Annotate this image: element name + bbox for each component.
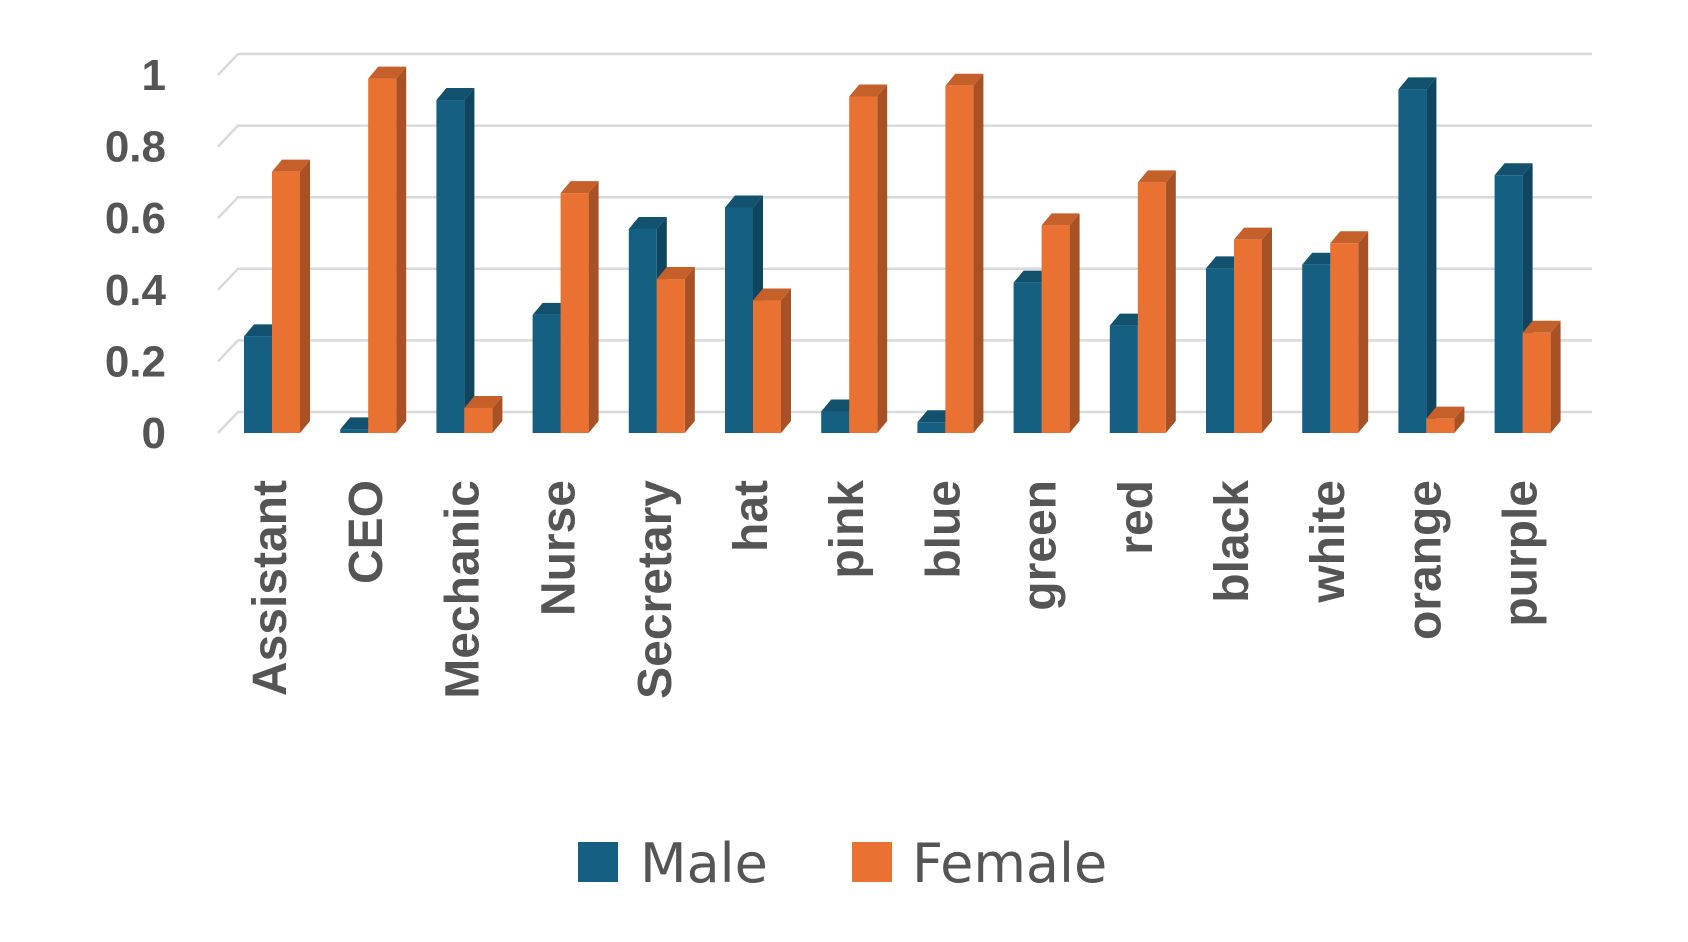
gridline-0.4 (217, 267, 1592, 291)
gridline-1 (217, 52, 1592, 76)
legend: Male Female (578, 832, 1107, 895)
gridline-0.8 (217, 124, 1592, 148)
y-tick-label-0.4: 0.4 (105, 266, 167, 315)
bar-female-purple (1522, 320, 1561, 433)
gridlines (217, 52, 1592, 434)
bar-female-black (1234, 227, 1272, 433)
gridline-0.6 (217, 195, 1592, 220)
bar-male-orange (1398, 77, 1437, 433)
bar-female-blue (945, 73, 984, 434)
x-tick-label-blue: blue (917, 480, 970, 579)
bar-female-ceo (368, 66, 407, 433)
bar-female-red (1137, 170, 1176, 433)
x-tick-label-nurse: Nurse (533, 480, 586, 616)
x-tick-label-hat: hat (725, 480, 778, 552)
bar-female-assistant (272, 159, 310, 433)
x-tick-label-purple: purple (1495, 480, 1548, 627)
x-axis-ticks: Assistant CEO Mechanic Nurse Secretary hat pin… (244, 480, 1548, 699)
x-tick-label-red: red (1110, 480, 1163, 555)
x-tick-label-orange: orange (1398, 480, 1451, 640)
legend-swatch-male (578, 842, 618, 882)
x-tick-label-green: green (1014, 480, 1067, 611)
bars (244, 66, 1561, 434)
x-tick-label-ceo: CEO (340, 480, 393, 584)
legend-label-male: Male (640, 832, 768, 895)
bar-female-pink (849, 84, 888, 433)
y-tick-label-0.2: 0.2 (105, 337, 166, 386)
bar-female-hat (753, 288, 791, 433)
bar-female-secretary (656, 267, 695, 433)
bar-male-mechanic (436, 88, 475, 433)
gridline-0.2 (217, 339, 1592, 363)
legend-label-female: Female (912, 832, 1107, 895)
y-tick-label-0: 0 (142, 409, 166, 458)
legend-swatch-female (852, 842, 892, 882)
y-tick-label-0.8: 0.8 (105, 123, 166, 172)
bar-female-orange (1426, 406, 1465, 433)
x-tick-label-white: white (1302, 480, 1355, 604)
y-axis-ticks: 0 0.2 0.4 0.6 0.8 1 (105, 51, 167, 458)
gridline-0 (217, 410, 1592, 434)
y-tick-label-1: 1 (142, 51, 166, 100)
bar-female-white (1330, 231, 1369, 433)
y-tick-label-0.6: 0.6 (105, 194, 166, 243)
x-tick-label-mechanic: Mechanic (436, 480, 489, 699)
bar-female-nurse (560, 181, 599, 433)
x-tick-label-black: black (1206, 480, 1259, 603)
x-tick-label-pink: pink (821, 480, 874, 579)
x-tick-label-secretary: Secretary (629, 480, 682, 699)
bar-female-mechanic (464, 395, 503, 433)
bar-female-green (1041, 213, 1080, 433)
x-tick-label-assistant: Assistant (244, 480, 297, 696)
